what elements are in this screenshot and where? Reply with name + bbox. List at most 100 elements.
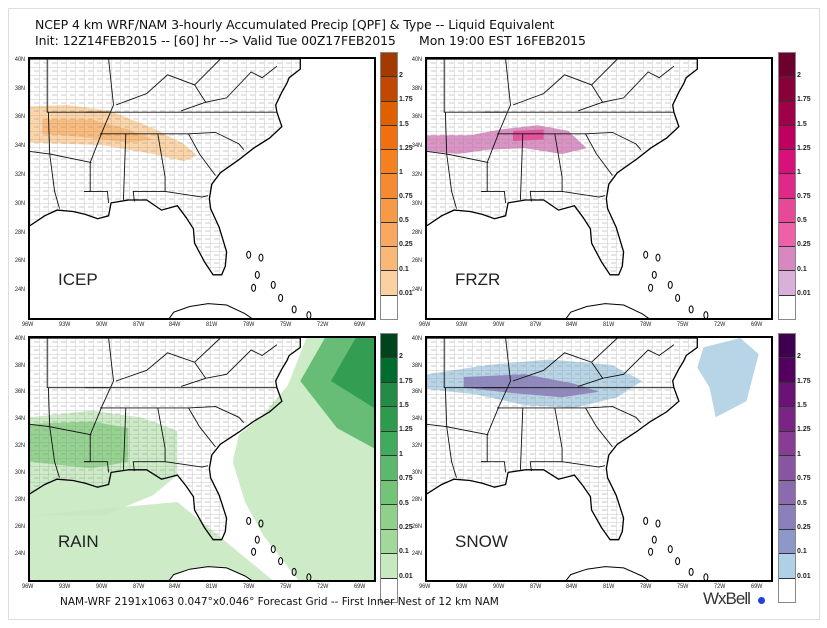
state-border (529, 407, 563, 472)
lat-tick-label: 34N (411, 142, 423, 150)
state-border (519, 133, 524, 201)
colorbar-level-label: 2 (797, 353, 801, 361)
colorbar-swatch (779, 334, 795, 359)
colorbar-level-label: 0.5 (797, 499, 807, 507)
state-border (180, 377, 206, 387)
lat-tick-label: 38N (411, 84, 423, 92)
state-border (115, 344, 278, 382)
colorbar-swatch (381, 125, 397, 151)
state-border (84, 461, 110, 473)
bahamas-island (251, 283, 257, 292)
panel-label: FRZR (455, 270, 501, 289)
lat-tick-label: 26N (14, 522, 26, 530)
lat-tick-label: 34N (14, 142, 26, 150)
lat-tick-label: 30N (14, 469, 26, 477)
colorbar-level-label: 2 (399, 72, 403, 80)
colorbar-level-label: 1.75 (399, 377, 413, 385)
lon-tick-label: 90W (95, 321, 108, 328)
colorbar-level-label: 1 (399, 450, 403, 458)
map-panel-rain (28, 336, 376, 582)
lat-tick-label: 30N (14, 199, 26, 207)
lon-tick-label: 72W (713, 321, 726, 328)
bahamas-island (651, 270, 657, 279)
lon-tick-label: 96W (22, 583, 34, 590)
bahamas-island (270, 280, 276, 289)
bahamas-island (667, 280, 673, 289)
colorbar-level-label: 1.5 (797, 402, 807, 410)
lat-tick-label: 32N (14, 170, 26, 178)
state-border (194, 338, 221, 363)
lat-tick-label: 34N (14, 415, 26, 423)
state-border (188, 133, 216, 176)
colorbar-level-label: 0.01 (399, 289, 413, 297)
bahamas-island (278, 293, 284, 302)
colorbar-level-label: 1.5 (399, 120, 409, 128)
colorbar-level-label: 1.75 (797, 96, 811, 104)
lat-tick-label: 36N (14, 388, 26, 396)
colorbar-level-label: 1.25 (399, 426, 413, 434)
colorbar-swatch (779, 358, 795, 383)
lat-tick-label: 38N (411, 361, 423, 369)
state-border (519, 407, 524, 470)
bahamas-island (306, 311, 312, 318)
lon-tick-label: 72W (713, 583, 726, 590)
lat-tick-label: 38N (14, 84, 26, 92)
lat-tick-label: 24N (14, 549, 26, 557)
lat-tick-label: 30N (411, 199, 423, 207)
state-border (188, 407, 216, 448)
state-border (577, 101, 603, 112)
coastline (30, 338, 301, 541)
colorbar-level-label: 0.1 (797, 548, 807, 556)
colorbar-level-label: 1 (797, 168, 801, 176)
colorbar-swatch (381, 382, 397, 408)
lon-tick-label: 90W (95, 583, 108, 590)
state-border (100, 406, 245, 424)
colorbar-level-label: 1.75 (797, 377, 811, 385)
lat-tick-label: 32N (411, 442, 423, 450)
bahamas-island (258, 519, 264, 528)
colorbar-level-label: 0.75 (399, 475, 413, 483)
county-lines (427, 59, 698, 275)
lon-tick-label: 96W (419, 583, 431, 590)
bahamas-island (648, 283, 654, 292)
state-border (30, 423, 60, 478)
colorbar-swatch (381, 222, 397, 248)
bahamas-island (251, 547, 257, 556)
state-border (512, 344, 675, 382)
colorbar-swatch (779, 174, 795, 199)
colorbar-level-label: 1 (797, 450, 801, 458)
panel-label: SNOW (455, 532, 508, 551)
lat-tick-label: 36N (14, 113, 26, 121)
footer-caption: NAM-WRF 2191x1063 0.047°x0.046° Forecast… (60, 596, 499, 608)
colorbar-level-label: 0.01 (399, 572, 413, 580)
lon-tick-label: 69W (750, 321, 763, 328)
bahamas-island (675, 293, 681, 302)
colorbar-swatch (381, 529, 397, 555)
bahamas-island (291, 305, 297, 314)
lon-tick-label: 72W (316, 321, 329, 328)
bahamas-island (643, 516, 649, 525)
colorbar-rain (380, 333, 398, 603)
state-border (122, 133, 127, 201)
state-border (481, 190, 507, 203)
bahamas-island (655, 519, 661, 528)
colorbar-swatch (381, 53, 397, 78)
lon-tick-label: 90W (492, 321, 505, 328)
colorbar-swatch (381, 578, 397, 602)
colorbar-swatch (779, 431, 795, 457)
lon-tick-label: 75W (280, 321, 292, 328)
colorbar-swatch (779, 150, 795, 175)
map-panel-snow (425, 336, 773, 582)
wxbell-logo: WxBell (703, 589, 751, 608)
coastline (427, 338, 698, 541)
lon-tick-label: 96W (419, 321, 431, 328)
lat-tick-label: 28N (14, 496, 26, 504)
lat-tick-label: 38N (14, 361, 26, 369)
lon-tick-label: 75W (677, 583, 689, 590)
state-border (122, 407, 127, 470)
lon-tick-label: 90W (492, 583, 505, 590)
state-border (427, 150, 457, 209)
lat-tick-label: 34N (411, 415, 423, 423)
colorbar-swatch (381, 247, 397, 272)
